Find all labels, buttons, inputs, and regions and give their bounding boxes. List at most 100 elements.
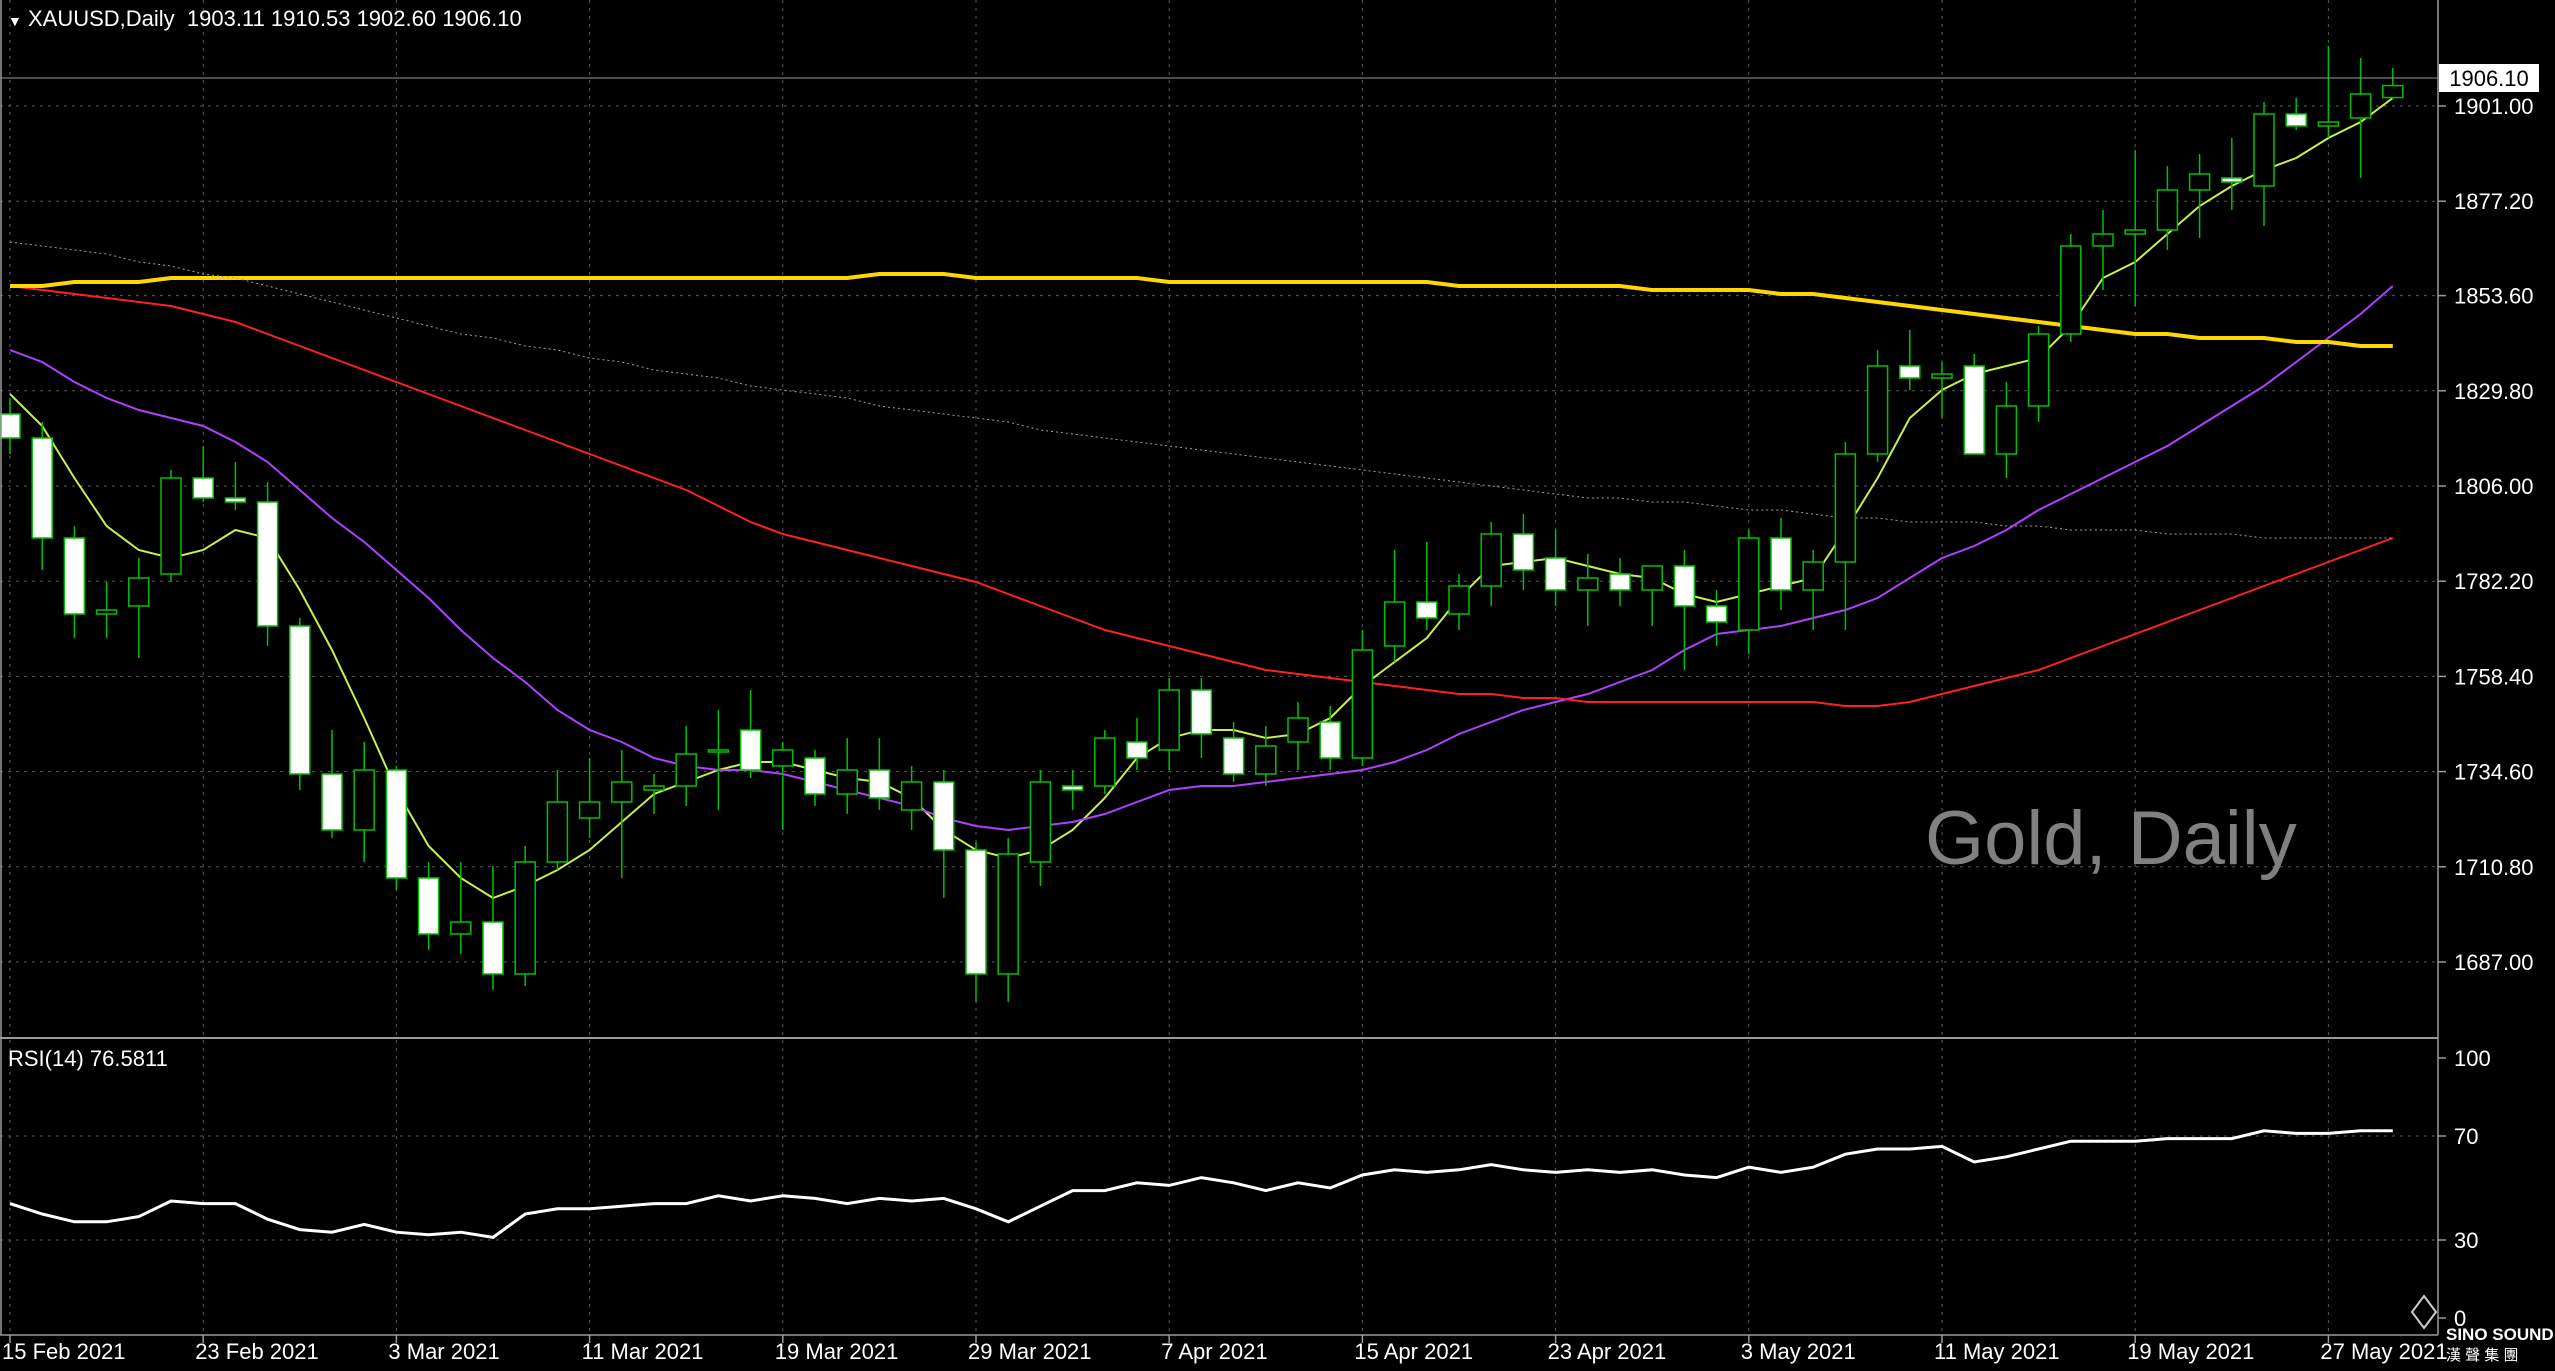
candle: [2188, 154, 2211, 238]
candle-body: [1222, 737, 1245, 775]
candle-body: [321, 773, 343, 831]
candle: [1512, 514, 1535, 590]
candle: [2285, 98, 2307, 130]
candle: [31, 422, 53, 570]
candle-body: [0, 413, 21, 439]
candle-body: [417, 877, 440, 935]
candle: [1544, 530, 1567, 606]
candle: [1448, 574, 1470, 630]
candle-body: [2317, 121, 2340, 127]
candle-body: [1190, 689, 1213, 735]
candle-body: [1577, 577, 1599, 591]
candle: [2317, 46, 2340, 138]
time-tick-label: 23 Feb 2021: [195, 1339, 319, 1364]
price-tick-label: 1734.60: [2454, 760, 2534, 785]
candle-body: [160, 477, 182, 575]
candle: [1641, 565, 1663, 626]
candle-body: [63, 537, 86, 615]
candle-body: [1802, 561, 1824, 591]
price-tick-label: 1901.00: [2454, 94, 2534, 119]
candle: [224, 462, 247, 510]
moving-average-line: [9, 241, 2393, 539]
price-tick-label: 1829.80: [2454, 379, 2534, 404]
time-tick-label: 3 Mar 2021: [388, 1339, 499, 1364]
candle: [1029, 770, 1052, 886]
logo-line1: SINO SOUND: [2446, 1325, 2554, 1344]
candle: [1770, 518, 1792, 610]
rsi-panel: [9, 1129, 2393, 1239]
candle: [514, 846, 536, 986]
candle: [2156, 166, 2179, 250]
candle-body: [1126, 741, 1148, 759]
candle: [1802, 550, 1824, 630]
candle-body: [2124, 229, 2146, 235]
candle: [482, 866, 504, 990]
candle-body: [2060, 245, 2082, 335]
candle-body: [1995, 405, 2018, 455]
rsi-tick-label: 30: [2454, 1228, 2478, 1253]
time-axis: 15 Feb 2021 23 Feb 2021 3 Mar 2021 11 Mar 2…: [2, 1335, 2448, 1364]
time-tick-label: 19 Mar 2021: [775, 1339, 899, 1364]
candle-body: [514, 861, 536, 975]
candle-body: [482, 921, 504, 975]
candle-body: [1544, 557, 1567, 591]
candle-body: [192, 477, 214, 499]
candle: [1738, 530, 1760, 654]
candle-body: [1512, 533, 1535, 571]
candle: [1094, 730, 1116, 794]
candle: [450, 862, 472, 954]
chart-header: ▼ XAUUSD,Daily 1903.11 1910.53 1902.60 1…: [8, 6, 522, 32]
candle-body: [1158, 689, 1180, 751]
rsi-axis: 0 30 70 100: [2438, 1046, 2491, 1331]
candle: [675, 726, 697, 806]
candle: [900, 766, 923, 830]
candle-body: [1963, 365, 1985, 455]
candle-body: [1351, 649, 1374, 759]
rsi-tick-label: 100: [2454, 1046, 2491, 1071]
price-tick-label: 1853.60: [2454, 284, 2534, 309]
candle: [1351, 630, 1374, 766]
candle-body: [1287, 717, 1309, 743]
candle-body: [900, 781, 923, 811]
candle: [1673, 550, 1696, 670]
candle-body: [868, 769, 891, 799]
candle: [289, 618, 311, 790]
candle-body: [675, 753, 697, 787]
header-ohlc: 1903.11 1910.53 1902.60 1906.10: [186, 6, 522, 31]
candle-body: [1770, 537, 1792, 591]
header-symbol: XAUUSD,Daily: [27, 6, 175, 31]
candle-body: [804, 757, 826, 795]
candle: [578, 758, 601, 838]
candle-body: [997, 853, 1019, 975]
candle-body: [1609, 573, 1631, 591]
candle: [1383, 550, 1406, 662]
candle-body: [643, 785, 665, 791]
candle: [1480, 522, 1502, 606]
header-dropdown-icon[interactable]: ▼: [8, 13, 22, 29]
candle: [385, 766, 408, 890]
candle: [0, 398, 21, 454]
candle-body: [1834, 453, 1857, 563]
candle-body: [256, 501, 279, 627]
candle-body: [1255, 745, 1277, 775]
candle: [868, 738, 891, 810]
candle: [2253, 102, 2275, 226]
candle-body: [1061, 785, 1084, 791]
candle: [321, 730, 343, 838]
candle-body: [1094, 737, 1116, 787]
candle-body: [31, 437, 53, 539]
sino-sound-logo: SINO SOUND 漢 聲 集 團: [2410, 1294, 2554, 1364]
price-tick-label: 1758.40: [2454, 664, 2534, 689]
candle: [1995, 382, 2018, 478]
candle: [1287, 702, 1309, 770]
candle-body: [289, 625, 311, 775]
candle-body: [450, 921, 472, 935]
candle-body: [2092, 233, 2114, 247]
candle: [739, 690, 762, 778]
candle-body: [2349, 93, 2372, 119]
rsi-tick-label: 0: [2454, 1306, 2466, 1331]
candle: [2092, 210, 2114, 290]
candle: [95, 582, 118, 638]
candle-body: [1899, 365, 1921, 379]
